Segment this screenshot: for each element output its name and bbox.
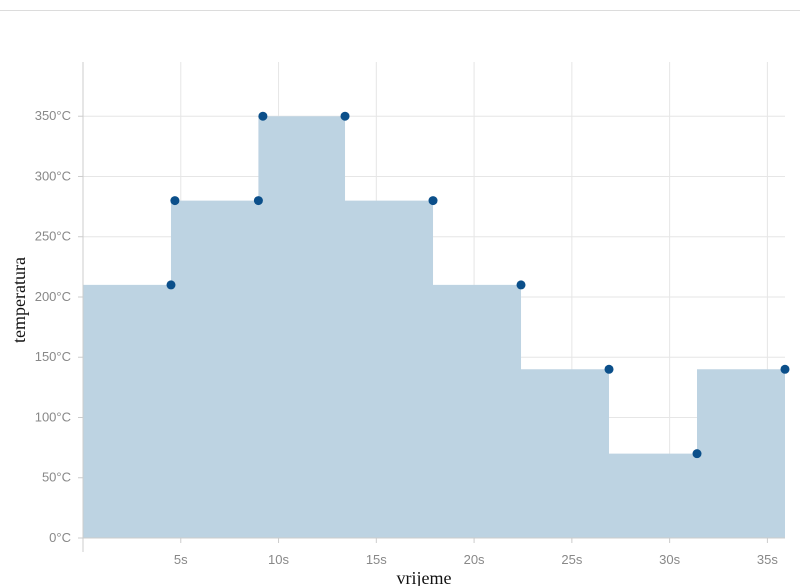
y-tick-label: 150°C <box>35 349 71 364</box>
data-point <box>692 449 702 459</box>
x-tick-label: 10s <box>268 552 289 567</box>
y-tick-label: 250°C <box>35 229 71 244</box>
y-tick-label: 300°C <box>35 168 71 183</box>
y-axis-ticks: 0°C 50°C 100°C 150°C 200°C 250°C 300°C 350°C <box>35 108 83 545</box>
x-axis-ticks: 5s 10s 15s 20s 25s 30s 35s <box>174 538 778 567</box>
data-points <box>166 111 790 459</box>
x-tick-label: 25s <box>561 552 582 567</box>
data-point <box>516 280 526 290</box>
data-point <box>253 196 263 206</box>
data-point <box>428 196 438 206</box>
data-point <box>258 111 268 121</box>
x-tick-label: 15s <box>366 552 387 567</box>
x-tick-label: 5s <box>174 552 188 567</box>
x-axis-title: vrijeme <box>397 568 452 586</box>
area-series <box>83 116 785 539</box>
data-point <box>166 280 176 290</box>
data-point <box>604 364 614 374</box>
x-tick-label: 20s <box>464 552 485 567</box>
y-tick-label: 200°C <box>35 289 71 304</box>
axes <box>82 62 785 552</box>
y-tick-label: 50°C <box>42 470 71 485</box>
data-point <box>780 364 790 374</box>
y-tick-label: 100°C <box>35 409 71 424</box>
y-tick-label: 350°C <box>35 108 71 123</box>
x-tick-label: 30s <box>659 552 680 567</box>
top-divider <box>0 10 800 11</box>
data-point <box>340 111 350 121</box>
y-tick-label: 0°C <box>49 530 71 545</box>
y-axis-title: temperatura <box>9 257 29 343</box>
data-point <box>170 196 180 206</box>
x-tick-label: 35s <box>757 552 778 567</box>
